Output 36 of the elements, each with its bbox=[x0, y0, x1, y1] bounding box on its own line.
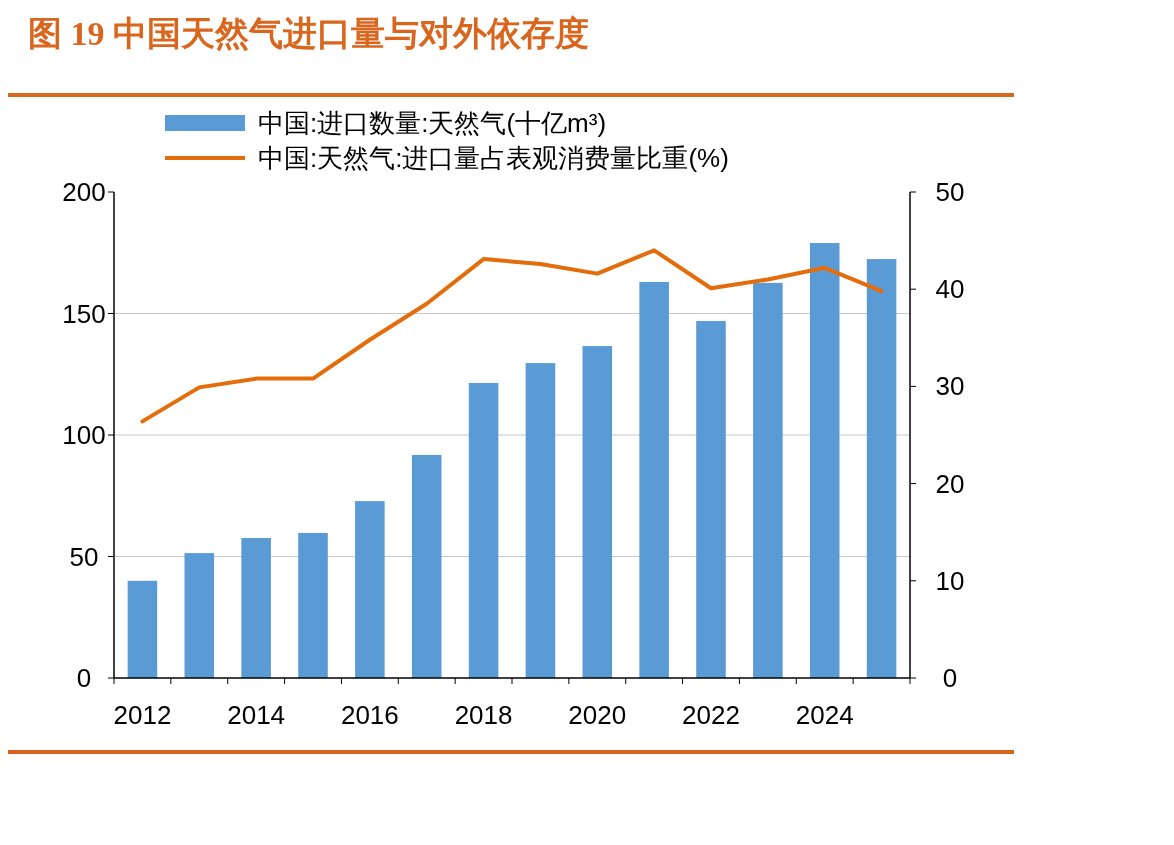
x-tick-label: 2020 bbox=[568, 700, 627, 730]
bar bbox=[355, 501, 385, 678]
bar bbox=[582, 346, 613, 678]
bar bbox=[127, 580, 158, 678]
y-tick-label: 50 bbox=[69, 541, 99, 572]
x-tick-label: 2014 bbox=[227, 700, 286, 730]
x-tick-label: 2024 bbox=[795, 700, 854, 730]
bar bbox=[696, 321, 726, 678]
bar bbox=[184, 553, 215, 678]
y-tick-label: 200 bbox=[62, 177, 106, 207]
bar bbox=[468, 383, 499, 678]
bar bbox=[298, 532, 328, 678]
bar bbox=[411, 454, 442, 678]
chart-title: 图 19 中国天然气进口量与对外依存度 bbox=[28, 15, 589, 52]
line-series bbox=[140, 248, 884, 424]
bar bbox=[639, 281, 669, 678]
y2-tick-label: 50 bbox=[935, 177, 965, 207]
y2-tick-label: 20 bbox=[935, 468, 965, 499]
y2-tick-label: 30 bbox=[935, 371, 965, 402]
legend-label: 中国:天然气:进口量占表观消费量比重(%) bbox=[258, 143, 729, 173]
bar bbox=[809, 243, 840, 678]
y-tick-label: 150 bbox=[62, 298, 106, 329]
x-tick-label: 2018 bbox=[454, 700, 513, 730]
y-tick-label: 100 bbox=[62, 420, 106, 450]
bar bbox=[241, 538, 271, 678]
x-tick-label: 2022 bbox=[682, 700, 740, 730]
bar bbox=[525, 363, 556, 678]
x-tick-label: 2016 bbox=[340, 700, 399, 730]
y2-tick-label: 10 bbox=[935, 565, 965, 596]
legend-label: 中国:进口数量:天然气(十亿m³) bbox=[258, 108, 607, 138]
y2-tick-label: 40 bbox=[935, 274, 965, 305]
x-tick-label: 2012 bbox=[113, 700, 172, 730]
bar bbox=[753, 282, 783, 678]
bar bbox=[866, 259, 897, 678]
y-tick-label: 0 bbox=[76, 663, 92, 693]
y2-tick-label: 0 bbox=[942, 663, 958, 693]
